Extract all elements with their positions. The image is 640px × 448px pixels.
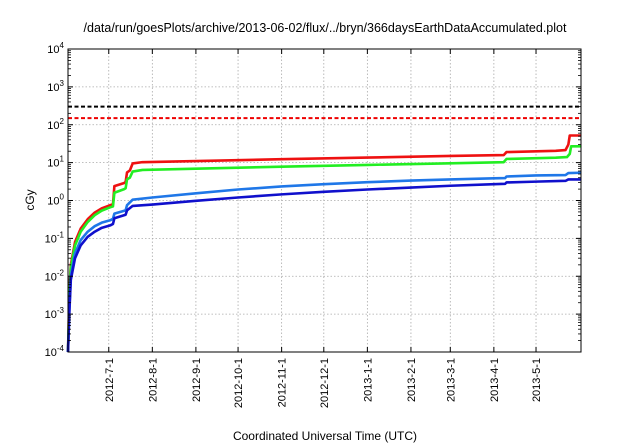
x-tick-label: 2013-2-1 — [406, 358, 418, 402]
series-lines — [66, 134, 582, 353]
y-tick-label: 10-2 — [45, 268, 65, 283]
y-axis-label: cGy — [23, 189, 37, 210]
x-axis-ticks: 2012-7-1 2012-8-1 2012-9-1 2012-10-1 2012-11… — [104, 49, 543, 408]
y-tick-label: 104 — [47, 41, 64, 56]
y-tick-label: 10-3 — [45, 306, 65, 321]
x-axis-label: Coordinated Universal Time (UTC) — [233, 429, 417, 443]
x-tick-label: 2013-4-1 — [489, 358, 501, 402]
y-tick-label: 101 — [47, 155, 64, 170]
series-line — [66, 144, 581, 353]
series-line — [66, 134, 581, 353]
x-tick-label: 2012-8-1 — [147, 358, 159, 402]
y-axis-ticks: 10-4 10-3 10-2 10-1 100 101 102 103 104 — [45, 41, 581, 359]
series-line — [66, 178, 581, 353]
series-line — [66, 171, 582, 353]
y-tick-label: 10-1 — [45, 230, 65, 245]
reference-lines — [68, 105, 581, 120]
x-tick-label: 2012-9-1 — [191, 358, 203, 402]
x-tick-label: 2013-3-1 — [445, 358, 457, 402]
x-tick-label: 2012-7-1 — [104, 358, 116, 402]
x-tick-label: 2012-11-1 — [277, 358, 289, 407]
x-tick-label: 2012-10-1 — [233, 358, 245, 408]
x-tick-label: 2012-12-1 — [319, 358, 331, 408]
y-tick-label: 102 — [47, 117, 64, 132]
y-tick-label: 100 — [47, 193, 64, 208]
chart-title: /data/run/goesPlots/archive/2013-06-02/f… — [84, 21, 567, 35]
y-tick-label: 103 — [47, 79, 64, 94]
x-tick-label: 2013-1-1 — [362, 358, 374, 402]
x-tick-label: 2013-5-1 — [531, 358, 543, 402]
y-tick-label: 10-4 — [45, 344, 65, 359]
